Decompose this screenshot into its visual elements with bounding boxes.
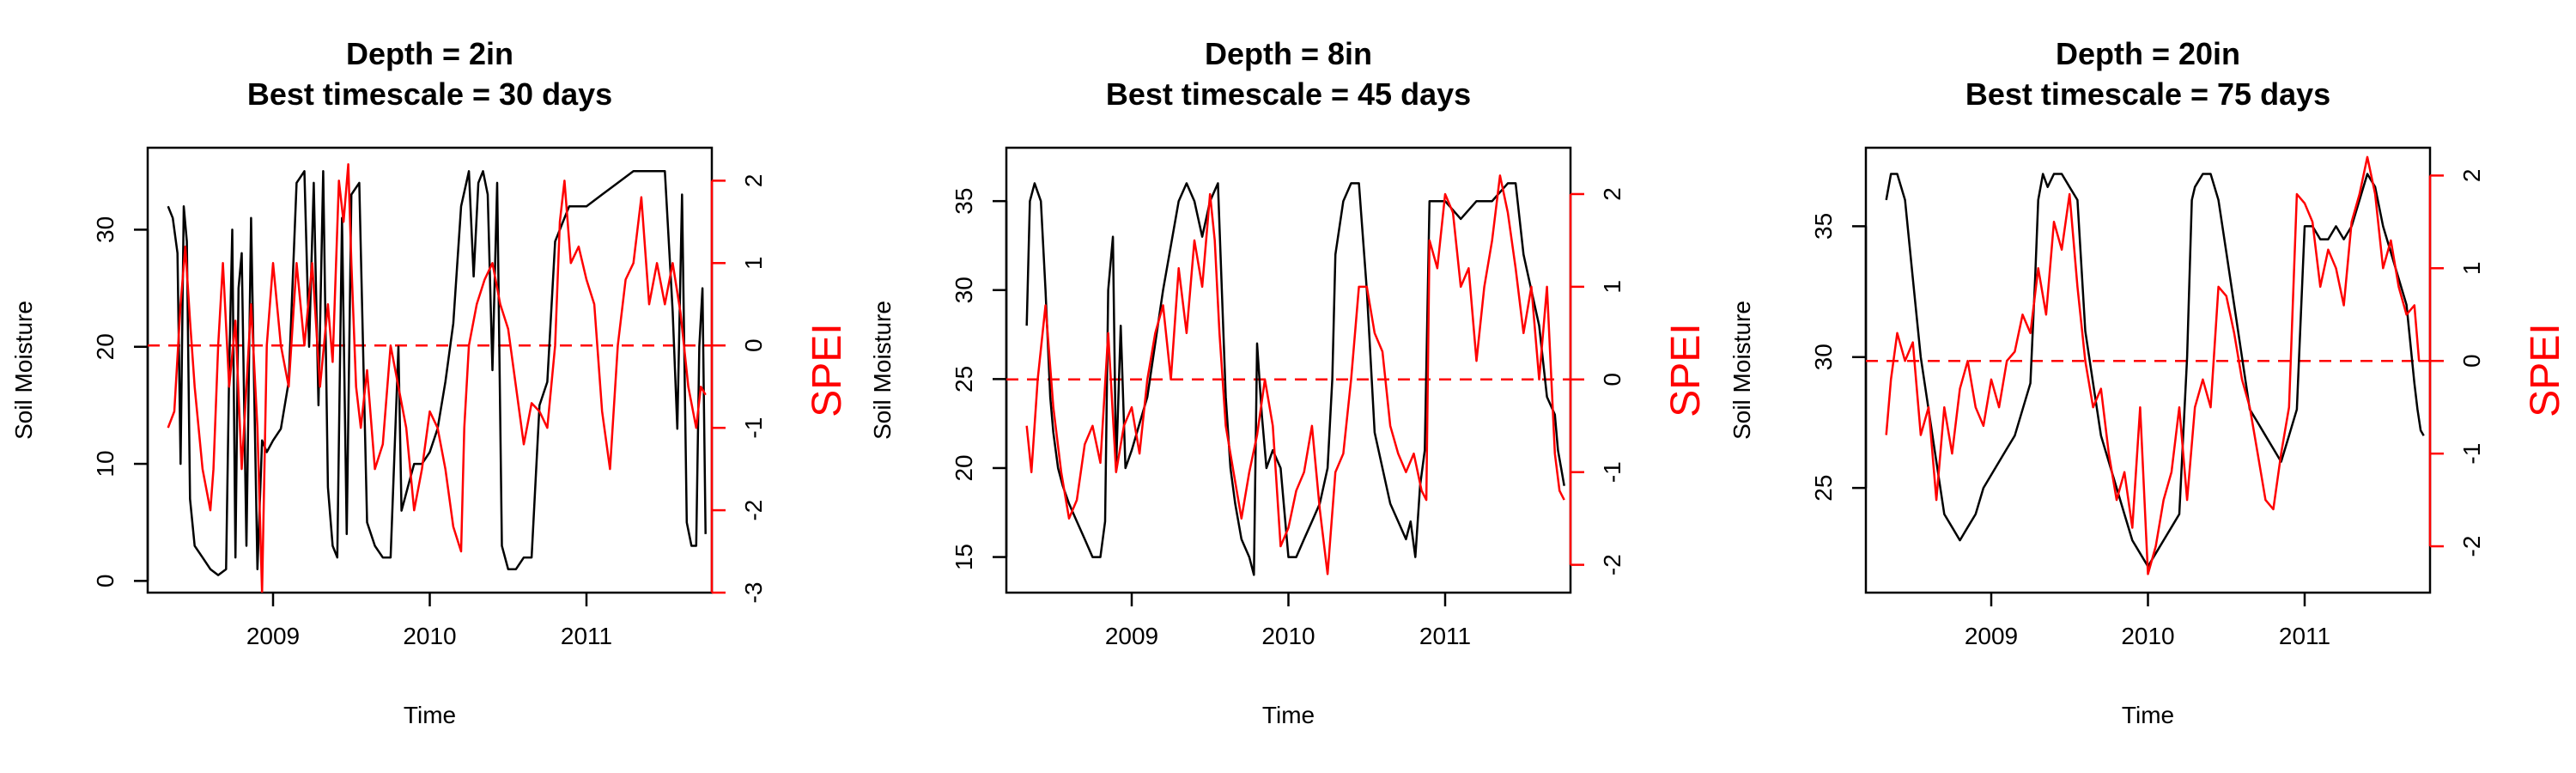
chart-3-left-y-tick-label: 30 — [1810, 344, 1837, 370]
chart-2-left-y-tick-label: 20 — [951, 454, 977, 481]
chart-2-x-tick-label: 2011 — [1419, 623, 1471, 649]
chart-1-y-axis-label: Soil Moisture — [10, 301, 37, 440]
chart-2-y-axis-label: Soil Moisture — [869, 301, 896, 440]
chart-1-x-tick-label: 2009 — [246, 623, 300, 649]
chart-3-y-axis-label: Soil Moisture — [1728, 301, 1755, 440]
chart-2-x-axis-label: Time — [1262, 702, 1315, 728]
chart-1-plot-frame — [146, 146, 714, 594]
chart-2-left-y-tick-label: 25 — [951, 366, 977, 393]
chart-3-right-y-tick-label: -1 — [2458, 443, 2485, 465]
chart-3-subtitle: Best timescale = 75 days — [1965, 76, 2330, 112]
chart-2-right-y-tick-label: 0 — [1599, 373, 1625, 386]
chart-3-left-y-tick-label: 25 — [1810, 475, 1837, 502]
chart-1-right-y-tick-label: -3 — [740, 582, 767, 604]
chart-2-right-y-tick-label: -2 — [1599, 554, 1625, 575]
chart-1-soil-moisture-series-line — [167, 170, 707, 576]
chart-1-left-y-tick-label: 0 — [92, 575, 118, 588]
chart-1-right-y-tick-label: 2 — [740, 174, 767, 188]
chart-3-right-y-tick-label: -2 — [2458, 536, 2485, 557]
chart-2-left-y-tick-label: 35 — [951, 188, 977, 215]
chart-1-right-y-tick-label: 0 — [740, 338, 767, 352]
chart-1-right-y-tick-label: -2 — [740, 500, 767, 521]
chart-3-soil-moisture-series-line — [1885, 173, 2425, 568]
chart-2-right-y-tick-label: 2 — [1599, 187, 1625, 201]
chart-2-title: Depth = 8in — [1205, 36, 1372, 71]
chart-3-x-tick-label: 2011 — [2279, 623, 2330, 649]
chart-3-title: Depth = 20in — [2056, 36, 2240, 71]
chart-3-spei-series-line — [1885, 155, 2424, 575]
chart-2-spei-series-line — [1025, 174, 1565, 575]
chart-3-right-y-tick-label: 1 — [2458, 262, 2485, 276]
chart-3-right-axis-label: SPEI — [2523, 323, 2568, 417]
chart-2-subtitle: Best timescale = 45 days — [1106, 76, 1471, 112]
chart-2-right-y-tick-label: -1 — [1599, 461, 1625, 483]
chart-1-left-y-tick-label: 10 — [92, 450, 118, 477]
chart-3-x-tick-label: 2010 — [2121, 623, 2174, 649]
chart-1-right-y-tick-label: -1 — [740, 417, 767, 439]
chart-1-x-tick-label: 2011 — [561, 623, 612, 649]
chart-3-x-tick-label: 2009 — [1965, 623, 2018, 649]
chart-3-right-y-tick-label: 0 — [2458, 354, 2485, 368]
chart-2-x-tick-label: 2010 — [1261, 623, 1315, 649]
chart-1-right-axis-label: SPEI — [805, 323, 850, 417]
chart-1-left-y-tick-label: 20 — [92, 333, 118, 360]
chart-1-title: Depth = 2in — [346, 36, 513, 71]
chart-1-x-axis-label: Time — [404, 702, 456, 728]
chart-1-subtitle: Best timescale = 30 days — [247, 76, 612, 112]
chart-2-left-y-tick-label: 30 — [951, 277, 977, 303]
chart-1-spei-series-line — [167, 162, 707, 593]
chart-3-left-y-tick-label: 35 — [1810, 213, 1837, 240]
chart-2-right-axis-label: SPEI — [1663, 323, 1709, 417]
chart-1-right-y-tick-label: 1 — [740, 257, 767, 271]
chart-2-right-y-tick-label: 1 — [1599, 280, 1625, 294]
chart-2-x-tick-label: 2009 — [1105, 623, 1158, 649]
chart-1-x-tick-label: 2010 — [403, 623, 456, 649]
chart-3-x-axis-label: Time — [2122, 702, 2174, 728]
chart-2-left-y-tick-label: 15 — [951, 544, 977, 570]
chart-1-left-y-tick-label: 30 — [92, 216, 118, 243]
chart-3-right-y-tick-label: 2 — [2458, 169, 2485, 183]
